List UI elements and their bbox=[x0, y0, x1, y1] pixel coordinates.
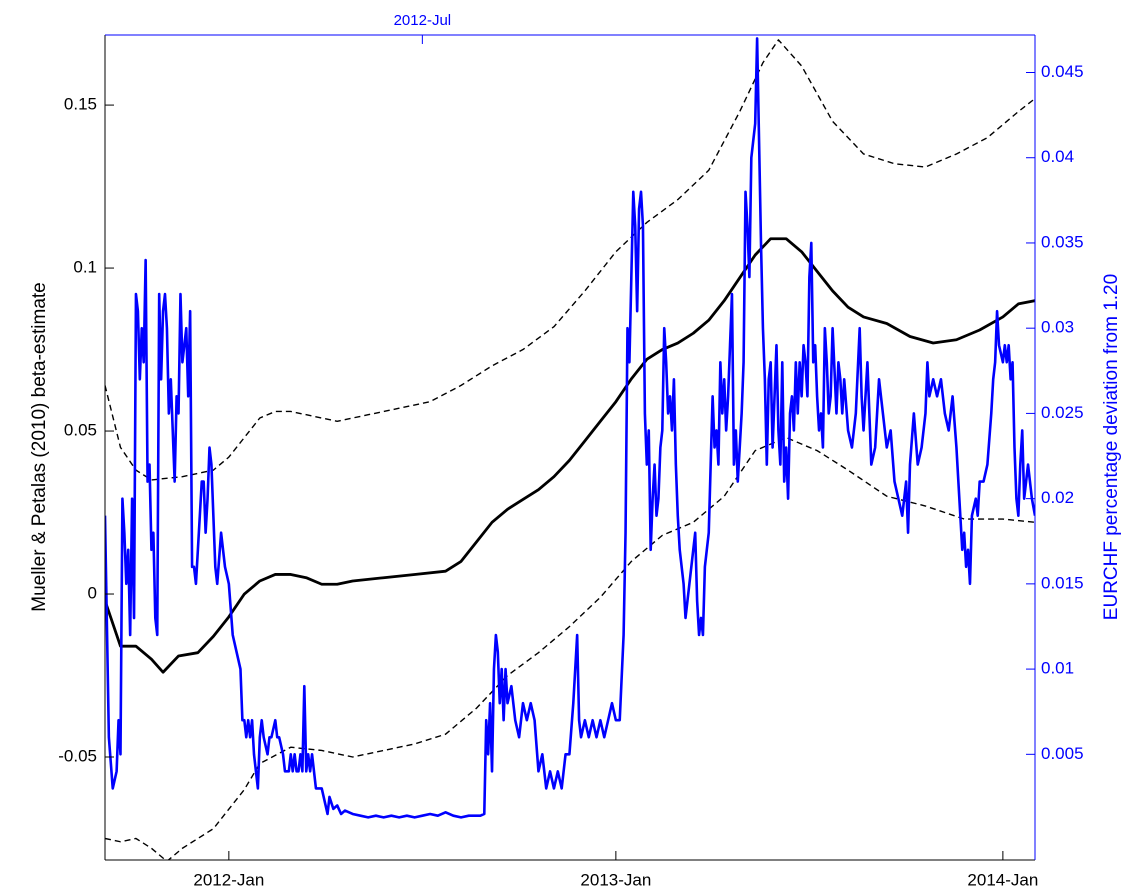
line-series bbox=[105, 37, 1035, 819]
y2-tick-label: 0.045 bbox=[1041, 62, 1084, 81]
y-tick-label: 0.1 bbox=[73, 258, 97, 277]
x-tick-label: 2014-Jan bbox=[967, 870, 1038, 889]
plot-area bbox=[105, 37, 1035, 860]
y2-tick-label: 0.025 bbox=[1041, 403, 1084, 422]
y-tick-label: 0.05 bbox=[64, 421, 97, 440]
x-tick-label: 2012-Jan bbox=[193, 870, 264, 889]
y-tick-label: 0 bbox=[88, 584, 97, 603]
x-tick-label: 2013-Jan bbox=[580, 870, 651, 889]
line-series bbox=[105, 436, 1035, 860]
y2-tick-label: 0.03 bbox=[1041, 318, 1074, 337]
y2-tick-label: 0.005 bbox=[1041, 744, 1084, 763]
line-series bbox=[105, 39, 1035, 481]
y-axis-label: Mueller & Petalas (2010) beta-estimate bbox=[29, 282, 50, 612]
y-tick-label: -0.05 bbox=[58, 746, 97, 765]
y2-tick-label: 0.01 bbox=[1041, 659, 1074, 678]
y-tick-label: 0.15 bbox=[64, 95, 97, 114]
y2-tick-label: 0.04 bbox=[1041, 147, 1074, 166]
line-series bbox=[105, 237, 1035, 674]
y2-axis-label: EURCHF percentage deviation from 1.20 bbox=[1101, 274, 1122, 620]
x2-tick-label: 2012-Jul bbox=[394, 12, 452, 29]
y2-tick-label: 0.02 bbox=[1041, 488, 1074, 507]
y2-tick-label: 0.035 bbox=[1041, 232, 1084, 251]
y2-tick-label: 0.015 bbox=[1041, 573, 1084, 592]
